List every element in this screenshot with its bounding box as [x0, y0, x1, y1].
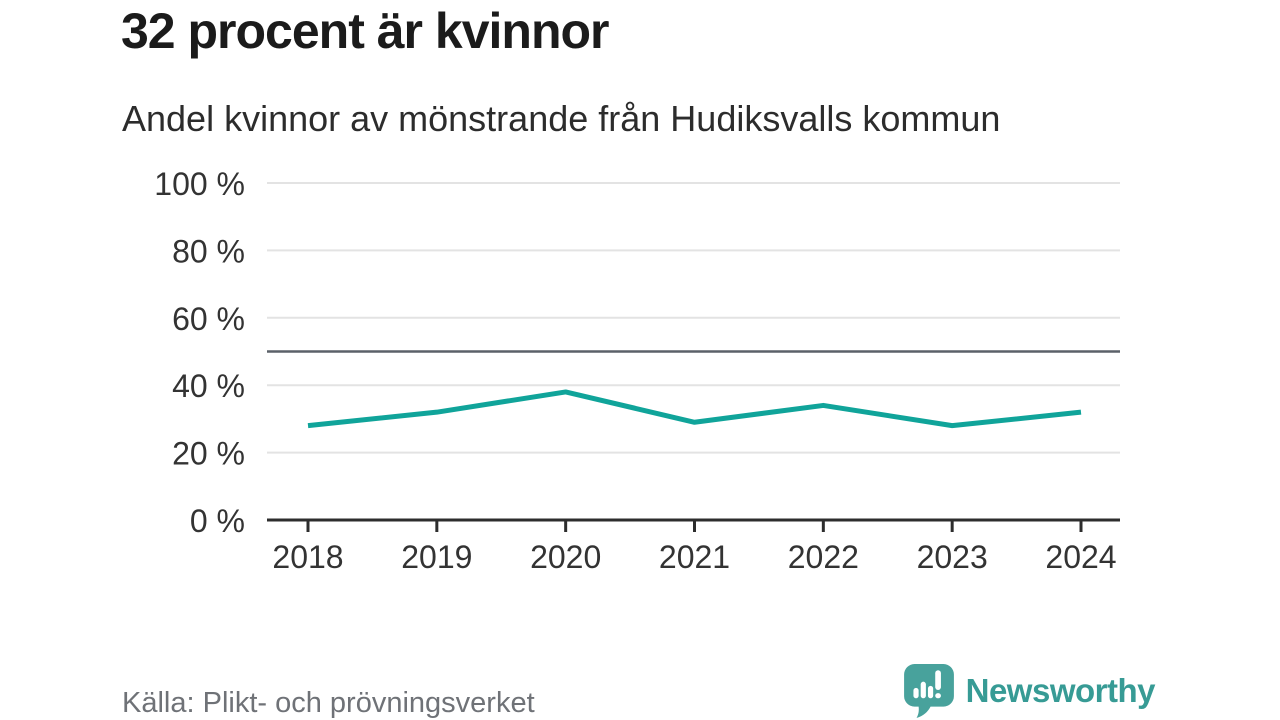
- line-chart-canvas: 0 % 20 % 40 % 60 % 80 % 100 % 2018 2019 2020 2021…: [154, 166, 1120, 575]
- y-axis-tick-label: 20 %: [172, 436, 245, 472]
- x-axis-tick-label: 2020: [530, 539, 601, 575]
- x-axis-tick-label: 2023: [917, 539, 988, 575]
- x-axis-tick-label: 2021: [659, 539, 730, 575]
- y-axis-tick-label: 80 %: [172, 233, 245, 269]
- newsworthy-logo-text: Newsworthy: [965, 671, 1156, 709]
- data-line: [307, 389, 1082, 429]
- y-axis-tick-label: 100 %: [154, 166, 245, 202]
- newsworthy-logo-icon: [903, 664, 954, 718]
- y-axis-tick-label: 0 %: [190, 503, 245, 539]
- chart-subtitle: Andel kvinnor av mönstrande från Hudiksv…: [122, 98, 1001, 139]
- x-axis-tick-label: 2024: [1045, 539, 1116, 575]
- x-axis-tick-label: 2019: [401, 539, 472, 575]
- x-axis-tick-label: 2018: [272, 539, 343, 575]
- line-chart: 0 % 20 % 40 % 60 % 80 % 100 % 2018 2019 2020 2021…: [0, 150, 1280, 610]
- x-axis-tick-label: 2022: [788, 539, 859, 575]
- newsworthy-logo: Newsworthy: [903, 663, 1156, 718]
- y-axis-tick-label: 60 %: [172, 301, 245, 337]
- source-note: Källa: Plikt- och prövningsverket: [122, 687, 535, 719]
- y-axis-tick-label: 40 %: [172, 368, 245, 404]
- chart-title: 32 procent är kvinnor: [121, 3, 609, 59]
